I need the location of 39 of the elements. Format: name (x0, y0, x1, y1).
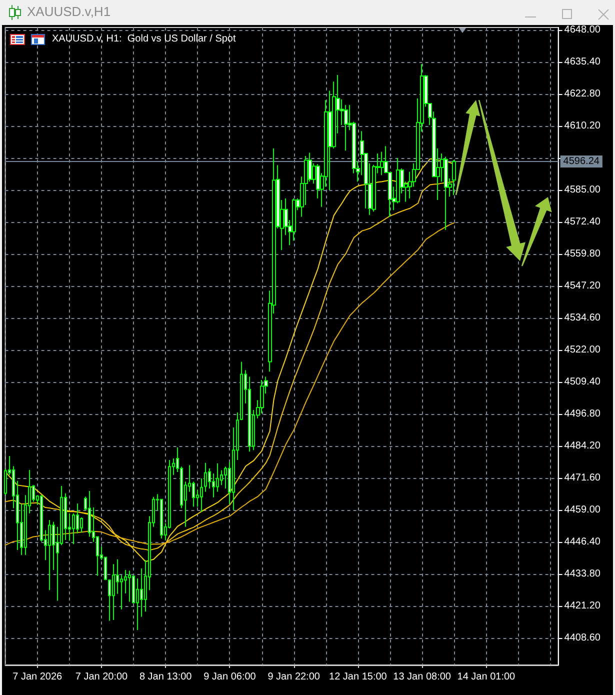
y-tick-label: 4610.20 (564, 120, 601, 132)
y-tick-label: 4408.60 (564, 632, 601, 644)
y-tick-label: 4509.40 (564, 376, 601, 388)
candlestick (160, 498, 163, 540)
text: XAUUSD.v, H1: Gold vs US Dollar / Spot (52, 34, 236, 44)
y-tick-label: 4421.20 (564, 600, 601, 612)
y-tick-label: 4433.80 (564, 568, 601, 580)
candlestick (204, 462, 207, 492)
y-tick-label: 4484.20 (564, 440, 601, 452)
candlestick (48, 519, 51, 591)
y-tick-label: 4559.80 (564, 248, 601, 260)
y-tick-label: 4496.80 (564, 408, 601, 420)
y-tick-label: 4534.60 (564, 312, 601, 324)
x-tick-label: 7 Jan 20:00 (75, 672, 128, 682)
y-tick-label: 4446.40 (564, 536, 601, 548)
candlestick (444, 156, 448, 230)
x-tick-label: 12 Jan 15:00 (329, 672, 388, 682)
candlestick (292, 198, 296, 242)
y-tick-label: 4585.00 (564, 184, 601, 196)
y-tick-label: 4572.40 (564, 216, 601, 228)
x-tick-label: 9 Jan 22:00 (268, 672, 320, 682)
y-tick-label: 4622.80 (564, 88, 601, 100)
candlestick (112, 564, 115, 621)
x-tick-label: 14 Jan 01:00 (457, 672, 516, 682)
ref-line-label: 4596.24 (563, 156, 600, 167)
candlestick (128, 570, 131, 602)
y-tick-label: 4471.60 (564, 472, 601, 484)
candlestick (452, 160, 456, 196)
y-tick-label: 4648.00 (564, 24, 601, 36)
chart-title: XAUUSD.v,H1 (27, 4, 111, 20)
y-tick-label: 4635.40 (564, 56, 601, 68)
candlestick (200, 478, 203, 512)
x-tick-label: 9 Jan 06:00 (204, 672, 256, 682)
y-tick-label: 4459.00 (564, 504, 601, 516)
y-tick-label: 4547.20 (564, 280, 601, 292)
x-tick-label: 13 Jan 08:00 (393, 672, 452, 682)
x-tick-label: 8 Jan 13:00 (139, 672, 192, 682)
y-tick-label: 4522.00 (564, 344, 601, 356)
x-tick-label: 7 Jan 2026 (12, 672, 63, 682)
